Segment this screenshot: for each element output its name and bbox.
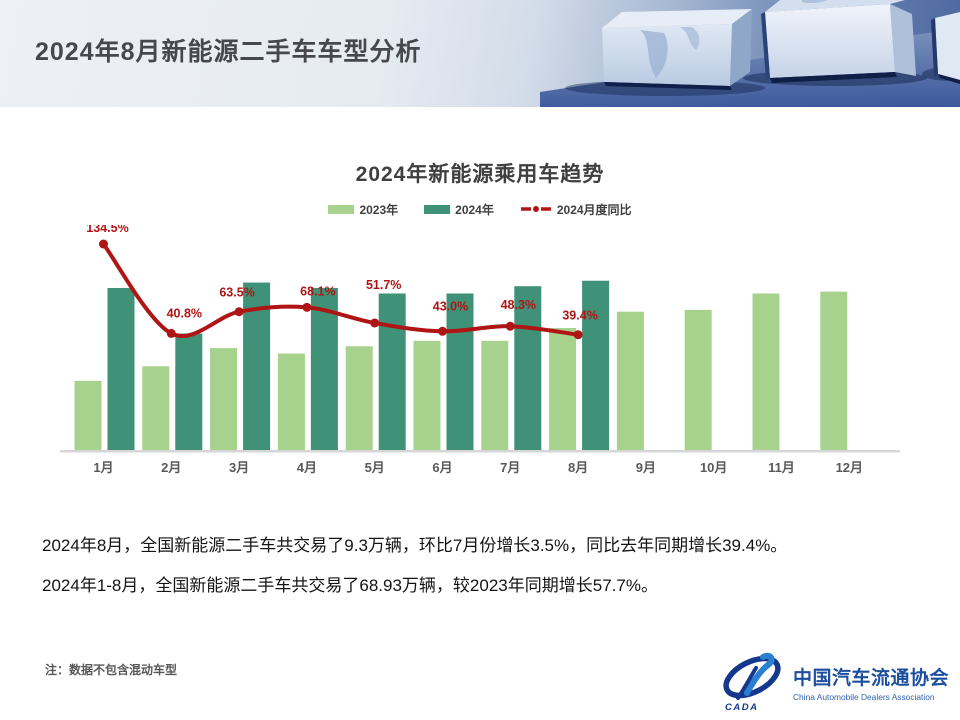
bar-2023 — [481, 340, 509, 450]
bar-2023 — [345, 346, 373, 450]
legend-item: 2024月度同比 — [520, 201, 632, 218]
bar-2023 — [142, 366, 170, 450]
legend-label: 2023年 — [359, 202, 399, 217]
trend-chart: 1月 2月 3月 4月 5月 6月 7月 8月 9月 10月 11月 12月 134.5% 40.8% 63… — [60, 225, 900, 475]
data-point — [505, 321, 515, 331]
summary-paragraph-2: 2024年1-8月，全国新能源二手车共交易了68.93万辆，较2023年同期增长… — [42, 576, 658, 595]
logo-name-en: China Automobile Dealers Association — [793, 691, 935, 702]
trend-line — [101, 242, 581, 338]
bar-2023 — [277, 353, 305, 450]
chart-legend: 2023年 2024年 2024月度同比 — [0, 201, 960, 217]
cube-partial — [931, 12, 960, 84]
cube-world-map — [602, 9, 752, 90]
percent-label: 68.1% — [300, 284, 335, 298]
month-label: 2月 — [161, 460, 181, 475]
header-decoration-cubes — [540, 0, 960, 107]
bar-2024 — [107, 288, 135, 450]
month-label: 3月 — [229, 460, 249, 475]
month-label: 12月 — [836, 460, 863, 475]
month-label: 7月 — [500, 460, 520, 475]
percent-label: 43.0% — [433, 299, 468, 313]
month-label: 1月 — [93, 460, 113, 475]
month-label: 11月 — [768, 460, 795, 475]
bar-2024 — [582, 280, 610, 450]
bar-2024 — [446, 293, 474, 450]
cada-emblem-icon: CADA — [723, 652, 781, 712]
legend-label: 2024年 — [455, 202, 494, 217]
percent-label: 51.7% — [366, 278, 401, 292]
legend-label: 2024月度同比 — [556, 202, 632, 217]
data-point — [302, 302, 312, 312]
header: 2024年8月新能源二手车车型分析 — [0, 0, 960, 107]
month-label: 10月 — [700, 460, 727, 475]
bar-2024 — [175, 333, 203, 450]
cada-logo: CADA 中国汽车流通协会 China Automobile Dealers A… — [718, 652, 949, 712]
percent-label: 39.4% — [562, 309, 597, 323]
percent-label: 134.5% — [86, 225, 128, 235]
bar-2023 — [616, 311, 644, 450]
month-label: 8月 — [568, 460, 588, 475]
legend-item: 2023年 — [328, 201, 398, 218]
percent-label: 40.8% — [167, 306, 202, 320]
percent-label: 63.5% — [219, 286, 254, 300]
bar-2024 — [310, 288, 338, 450]
logo-name-cn: 中国汽车流通协会 — [793, 667, 950, 689]
percent-label: 48.3% — [501, 298, 536, 312]
legend-item: 2024年 — [424, 201, 494, 218]
data-point — [573, 330, 583, 340]
x-axis-line — [60, 450, 900, 453]
cada-badge-text: CADA — [725, 702, 758, 712]
cube-bright — [761, 0, 916, 83]
data-point — [99, 239, 108, 249]
bar-2023 — [684, 309, 712, 450]
chart-title: 2024年新能源乘用车趋势 — [355, 163, 605, 186]
legend-line-icon — [520, 206, 551, 212]
bar-2023 — [413, 340, 441, 450]
legend-swatch-icon — [328, 204, 355, 214]
bar-2023 — [820, 291, 848, 450]
data-point — [234, 307, 244, 317]
header-title: 2024年8月新能源二手车车型分析 — [35, 38, 422, 66]
footnote: 注：数据不包含混动车型 — [45, 663, 178, 677]
bar-2023 — [210, 348, 238, 450]
bar-2024 — [514, 286, 542, 450]
data-point — [438, 326, 447, 336]
summary-paragraph-1: 2024年8月，全国新能源二手车共交易了9.3万辆，环比7月份增长3.5%，同比… — [42, 536, 788, 555]
bar-2024 — [378, 293, 406, 450]
legend-swatch-icon — [424, 204, 451, 214]
month-label: 9月 — [636, 460, 656, 475]
data-point — [166, 328, 176, 338]
month-label: 4月 — [297, 460, 317, 475]
month-label: 5月 — [365, 460, 385, 475]
month-label: 6月 — [432, 460, 452, 475]
bar-2023 — [752, 293, 780, 450]
data-point — [370, 318, 380, 328]
bar-2023 — [549, 328, 577, 450]
bar-2023 — [74, 380, 102, 450]
